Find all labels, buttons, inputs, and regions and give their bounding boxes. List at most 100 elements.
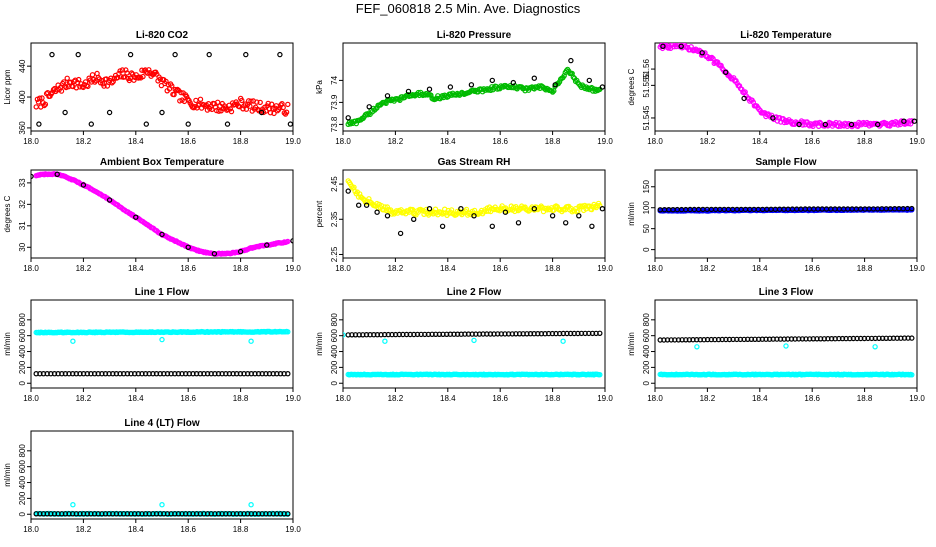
data-point-average: [734, 336, 740, 343]
data-point-raw: [597, 202, 603, 209]
x-tick-label: 18.8: [545, 394, 561, 403]
chart-sample-flow-svg: Sample Flow 18.0 18.2 18.4 18.6 18.8 19.0 0 50 10…: [627, 157, 925, 273]
data-point-raw: [75, 76, 82, 83]
data-point-average: [363, 202, 370, 208]
data-point-average: [37, 511, 43, 517]
data-point-raw: [216, 108, 222, 114]
x-tick-label: 19.0: [597, 394, 613, 403]
data-point-average: [237, 248, 244, 255]
x-tick-label: 18.0: [647, 394, 663, 403]
data-point-raw: [593, 86, 599, 93]
data-point-average: [854, 335, 860, 342]
y-tick-label: 600: [18, 328, 27, 342]
data-point-outliers: [248, 338, 254, 344]
data-point-raw: [77, 84, 83, 90]
data-point-average: [270, 370, 276, 377]
y-axis-label: Licor ppm: [3, 69, 12, 104]
data-point-average: [258, 109, 265, 116]
x-tick-label: 19.0: [285, 525, 301, 534]
plot-frame: [342, 299, 606, 389]
data-point-average: [389, 331, 395, 338]
data-point-raw: [197, 96, 204, 103]
data-point-average: [909, 205, 915, 212]
data-point-raw: [833, 119, 839, 126]
y-axis-label: ml/min: [3, 332, 12, 356]
y-tick-label: 200: [18, 360, 27, 374]
y-tick-label: 51.56: [642, 59, 651, 80]
y-tick-label: 800: [642, 313, 651, 327]
data-point-average: [911, 118, 917, 124]
data-point-average: [290, 238, 293, 244]
y-axis-label: ml/min: [3, 463, 12, 487]
x-tick-label: 18.4: [440, 394, 456, 403]
data-point-average: [243, 51, 249, 58]
x-tick-label: 19.0: [909, 137, 925, 146]
data-point-average: [366, 104, 372, 110]
data-point-average: [285, 370, 291, 377]
x-tick-label: 18.4: [128, 394, 144, 403]
data-point-raw: [119, 67, 126, 73]
x-tick-label: 18.0: [335, 137, 351, 146]
chart-co2: Li-820 CO2 18.0 18.2 18.4 18.6 18.8 19.0 360 400…: [0, 29, 312, 159]
x-tick-label: 18.0: [335, 394, 351, 403]
y-tick-label: 0: [330, 380, 339, 385]
data-point-raw: [201, 102, 207, 108]
data-point-average: [535, 331, 541, 337]
data-point-average: [374, 209, 380, 215]
data-point-average: [384, 213, 391, 219]
data-point-raw: [709, 54, 715, 61]
chart-title: Line 4 (LT) Flow: [124, 418, 200, 429]
data-point-raw: [42, 101, 49, 108]
data-point-raw: [140, 73, 146, 80]
data-point-raw: [384, 204, 391, 210]
data-point-average: [489, 223, 495, 230]
data-point-outliers: [248, 501, 254, 508]
data-point-average: [356, 202, 362, 208]
y-tick-label: 30: [18, 242, 27, 251]
y-tick-label: 73.9: [330, 94, 339, 110]
marks-group: [657, 335, 915, 378]
data-point-average: [828, 336, 835, 342]
chart-box-temp: Ambient Box Temperature 18.0 18.2 18.4 18.6 1…: [0, 156, 312, 286]
y-axis-label: ml/min: [627, 202, 636, 226]
data-point-average: [741, 95, 747, 102]
data-point-average: [36, 121, 42, 127]
data-point-average: [568, 57, 574, 64]
data-point-average: [660, 43, 666, 49]
x-tick-label: 19.0: [597, 264, 613, 273]
chart-title: Line 3 Flow: [759, 287, 814, 298]
data-point-average: [133, 214, 139, 220]
x-tick-label: 18.0: [23, 137, 39, 146]
data-point-average: [277, 51, 283, 58]
plot-frame: [654, 42, 918, 132]
data-point-average: [429, 331, 435, 338]
x-tick-label: 18.6: [804, 394, 820, 403]
data-point-raw: [190, 104, 197, 111]
data-point-raw: [283, 109, 290, 115]
x-tick-label: 19.0: [909, 394, 925, 403]
data-point-average: [510, 79, 516, 86]
x-tick-label: 18.6: [492, 264, 508, 273]
data-point-average: [678, 43, 684, 49]
x-tick-label: 18.4: [752, 394, 768, 403]
data-point-raw: [183, 93, 190, 100]
chart-title: Sample Flow: [755, 157, 816, 168]
x-tick-label: 18.2: [388, 264, 404, 273]
chart-title: Line 2 Flow: [447, 287, 502, 298]
data-point-average: [562, 220, 569, 226]
data-point-raw: [909, 372, 915, 378]
data-point-raw: [285, 101, 291, 108]
x-tick-label: 18.6: [180, 525, 196, 534]
data-point-raw: [285, 329, 291, 335]
chart-title: Gas Stream RH: [438, 157, 511, 168]
data-point-outliers: [382, 338, 388, 344]
marks-group: [31, 171, 293, 257]
data-point-average: [822, 121, 828, 128]
data-point-raw: [733, 78, 739, 84]
plot-frame: [342, 42, 606, 132]
y-axis-label: ml/min: [315, 332, 324, 356]
x-tick-label: 18.2: [76, 264, 92, 273]
data-point-average: [589, 223, 595, 230]
figure-title: FEF_060818 2.5 Min. Ave. Diagnostics: [355, 1, 581, 16]
x-tick-label: 18.0: [647, 264, 663, 273]
